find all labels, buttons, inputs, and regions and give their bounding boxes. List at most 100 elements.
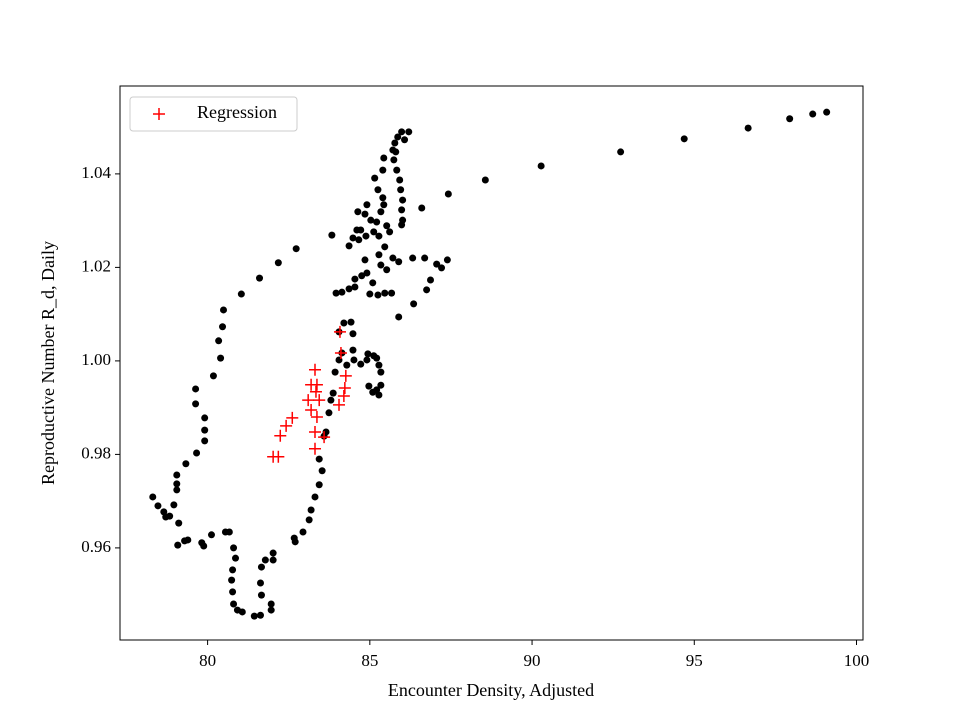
data-point (354, 208, 362, 216)
legend-label: Regression (197, 102, 277, 122)
data-point (305, 516, 313, 524)
data-point (389, 254, 397, 262)
data-point (349, 330, 357, 338)
data-point (537, 162, 545, 170)
data-point (173, 486, 181, 494)
y-tick-label: 0.96 (81, 537, 111, 556)
data-point (363, 269, 371, 277)
data-point (395, 258, 403, 266)
data-point (256, 579, 264, 587)
legend-box (129, 96, 298, 132)
data-point (361, 210, 369, 218)
data-point (250, 612, 258, 620)
x-tick-label: 80 (199, 651, 216, 670)
data-point (357, 226, 365, 234)
data-point (228, 576, 236, 584)
data-point (215, 337, 223, 345)
data-point (423, 286, 431, 294)
data-point (365, 382, 373, 390)
data-point (309, 385, 322, 398)
data-point (328, 231, 336, 239)
data-point (680, 135, 688, 143)
data-point (162, 513, 170, 521)
data-point (375, 251, 383, 259)
data-point (398, 221, 406, 229)
data-point (207, 531, 215, 539)
data-point (305, 403, 318, 416)
data-point (257, 563, 265, 571)
data-point (233, 606, 241, 614)
data-point (201, 426, 209, 434)
data-point (427, 276, 435, 284)
data-point (379, 166, 387, 174)
data-point (175, 519, 183, 527)
data-point (401, 136, 409, 144)
data-point (209, 372, 217, 380)
y-tick-label: 0.98 (81, 443, 111, 462)
data-point (237, 290, 245, 298)
data-point (383, 222, 391, 230)
data-point (358, 272, 366, 280)
data-point (369, 279, 377, 287)
data-point (391, 139, 399, 147)
data-point (198, 539, 206, 547)
plot-frame (119, 85, 864, 641)
data-point (267, 606, 275, 614)
data-point (343, 361, 351, 369)
data-point (329, 389, 337, 397)
data-point (349, 234, 357, 242)
data-point (310, 410, 323, 423)
data-point (444, 190, 452, 198)
data-point (377, 368, 385, 376)
data-point (357, 360, 365, 368)
data-point (286, 411, 299, 424)
data-point (193, 449, 201, 457)
data-point (308, 425, 321, 438)
data-point (327, 396, 335, 404)
y-tick-label: 1.02 (81, 256, 111, 275)
data-point (374, 291, 382, 299)
data-point (334, 346, 347, 359)
data-point (345, 242, 353, 250)
data-point (410, 300, 418, 308)
data-point (181, 537, 189, 545)
data-point (170, 501, 178, 509)
data-point (272, 450, 285, 463)
data-point (333, 398, 346, 411)
data-point (367, 216, 375, 224)
data-point (366, 290, 374, 298)
data-point (269, 549, 277, 557)
data-point (173, 480, 181, 488)
data-point (363, 201, 371, 209)
data-point (373, 354, 381, 362)
data-point (399, 196, 407, 204)
data-point (331, 368, 339, 376)
data-point (269, 556, 277, 564)
data-point (280, 419, 293, 432)
data-point (443, 256, 451, 264)
data-point (744, 124, 752, 132)
data-point (338, 382, 351, 395)
data-point (374, 186, 382, 194)
data-point (398, 128, 406, 136)
data-point (308, 442, 321, 455)
data-point (337, 389, 350, 402)
data-point (377, 381, 385, 389)
data-point (371, 174, 379, 182)
data-point (217, 354, 225, 362)
y-tick-label: 1.00 (81, 350, 111, 369)
data-point (393, 166, 401, 174)
y-axis-label: Reproductive Number R_d, Daily (38, 241, 58, 485)
legend-marker (153, 108, 165, 120)
data-point (230, 544, 238, 552)
data-point (274, 429, 287, 442)
data-point (290, 534, 298, 542)
data-point (350, 356, 358, 364)
data-point (274, 259, 282, 267)
data-point (361, 256, 369, 264)
x-axis-label: Encounter Density, Adjusted (388, 680, 594, 700)
data-point (398, 206, 406, 214)
data-point (302, 394, 315, 407)
data-point (173, 471, 181, 479)
data-point (192, 385, 200, 393)
